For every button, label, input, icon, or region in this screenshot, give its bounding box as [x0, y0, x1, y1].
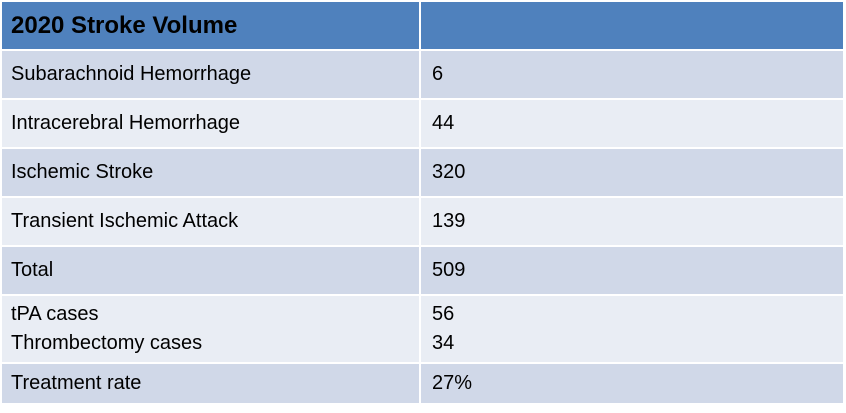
row-label: Treatment rate	[2, 364, 421, 403]
table-row: tPA cases Thrombectomy cases 56 34	[2, 296, 843, 364]
row-value: 27%	[432, 372, 473, 394]
row-value-line: 34	[432, 332, 455, 354]
table-row: Ischemic Stroke 320	[2, 149, 843, 198]
row-value: 6	[432, 63, 444, 85]
row-value: 509	[432, 259, 466, 281]
row-label: Transient Ischemic Attack	[2, 198, 421, 245]
table-row: Transient Ischemic Attack 139	[2, 198, 843, 247]
stroke-volume-table: 2020 Stroke Volume Subarachnoid Hemorrha…	[2, 2, 843, 405]
table-row: Intracerebral Hemorrhage 44	[2, 100, 843, 149]
table-row: Total 509	[2, 247, 843, 296]
row-value-line: 56	[432, 303, 455, 325]
row-value: 56 34	[421, 296, 843, 362]
row-label: Intracerebral Hemorrhage	[2, 100, 421, 147]
row-label: tPA cases Thrombectomy cases	[2, 296, 421, 362]
table-header-row: 2020 Stroke Volume	[2, 2, 843, 51]
row-label: Ischemic Stroke	[2, 149, 421, 196]
header-value-cell	[421, 2, 843, 49]
row-label: Subarachnoid Hemorrhage	[2, 51, 421, 98]
table-row: Subarachnoid Hemorrhage 6	[2, 51, 843, 100]
table-row: Treatment rate 27%	[2, 364, 843, 405]
row-label: Total	[2, 247, 421, 294]
row-value: 44	[432, 112, 455, 134]
table-title: 2020 Stroke Volume	[2, 2, 421, 49]
row-value: 139	[432, 210, 466, 232]
row-label-line: tPA cases	[11, 303, 99, 325]
row-label-line: Thrombectomy cases	[11, 332, 203, 354]
row-value: 320	[432, 161, 466, 183]
